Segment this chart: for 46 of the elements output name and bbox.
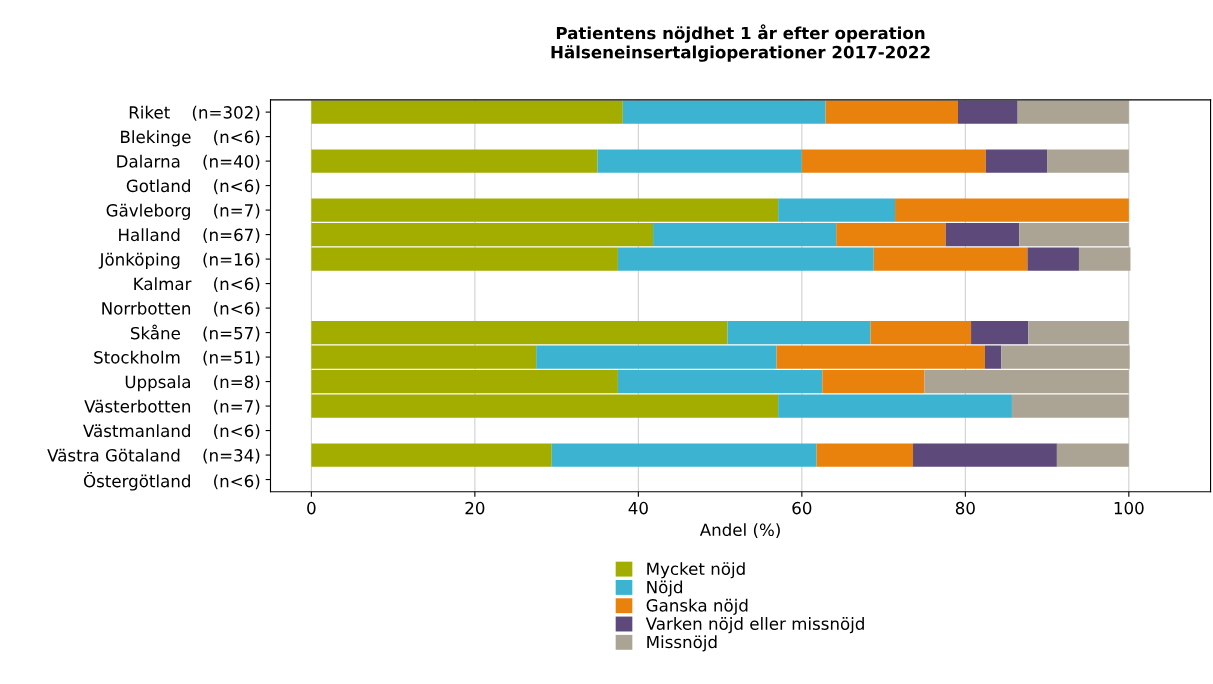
x-axis-title: Andel (%) [699, 523, 780, 539]
x-tick-label: 60 [792, 501, 812, 515]
legend-label: Ganska nöjd [646, 598, 748, 615]
x-tick-label: 40 [628, 501, 648, 515]
bar [622, 100, 826, 124]
y-tick-label: Östergötland (n<6) [83, 471, 260, 491]
bar [1056, 443, 1129, 467]
bar [825, 100, 958, 124]
y-tick-label: Västerbotten (n=7) [84, 399, 260, 415]
bar [1017, 100, 1129, 124]
y-tick-label: Norrbotten (n<6) [102, 301, 260, 317]
bar [551, 443, 817, 467]
y-tick-label: Dalarna (n=40) [117, 154, 260, 170]
x-tick-label: 0 [307, 501, 316, 515]
legend-label: Mycket nöjd [647, 562, 745, 579]
y-tick-label: Västmanland (n<6) [83, 424, 260, 440]
chart-title: Patientens nöjdhet 1 år efter operation Hälseneinsertalgioperationer 2017-2022 [551, 24, 930, 62]
y-tick-label: Gävleborg (n=7) [106, 203, 260, 220]
y-tick-label: Västra Götaland (n=34) [47, 448, 260, 464]
bar [801, 149, 986, 173]
y-tick-label: Kalmar (n<6) [134, 277, 260, 293]
bar [945, 222, 1020, 247]
bar [597, 149, 802, 173]
y-tick-label: Jönköping (n=16) [98, 252, 260, 269]
bar [311, 100, 623, 124]
y-tick-label: Halland (n=67) [119, 228, 260, 244]
bar [311, 443, 552, 467]
bar [311, 149, 598, 173]
bar [1027, 247, 1079, 271]
bar [816, 443, 914, 467]
bar [1047, 149, 1129, 173]
legend-label: Missnöjd [647, 635, 717, 652]
bar [957, 100, 1018, 124]
y-tick-label: Skåne (n=57) [130, 324, 260, 342]
y-tick-label: Gotland (n<6) [126, 179, 260, 195]
y-tick-label: Riket (n=302) [129, 105, 260, 121]
x-tick-label: 100 [1114, 501, 1144, 515]
legend-label: Varken nöjd eller missnöjd [645, 617, 864, 634]
y-tick-label: Blekinge (n<6) [121, 130, 260, 147]
x-tick-label: 80 [955, 501, 975, 515]
bar [985, 149, 1048, 173]
x-tick-label: 20 [465, 501, 485, 515]
legend-label: Nöjd [647, 580, 683, 597]
y-tick-label: Stockholm (n=51) [94, 350, 260, 366]
y-tick-label: Uppsala (n=8) [125, 375, 260, 392]
bar [913, 443, 1057, 467]
